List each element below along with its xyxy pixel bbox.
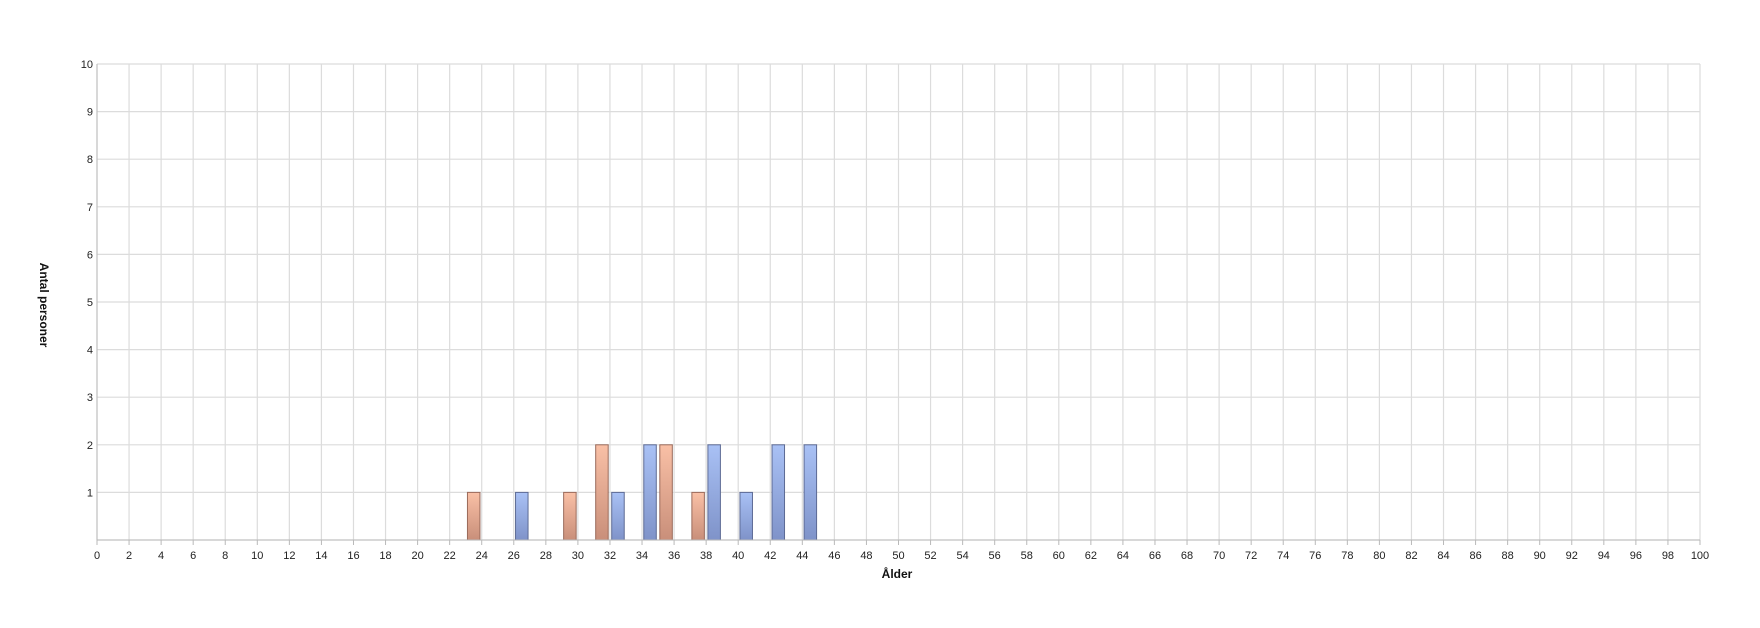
x-tick-label: 76 [1309,550,1321,562]
x-tick-label: 0 [94,550,100,562]
x-tick-label: 56 [989,550,1001,562]
bar-series-b [771,444,786,541]
x-tick-label: 24 [476,550,488,562]
x-tick-label: 38 [700,550,712,562]
y-tick-label: 1 [87,487,93,499]
x-tick-label: 28 [540,550,552,562]
y-tick-label: 7 [87,202,93,214]
x-tick-label: 58 [1021,550,1033,562]
x-tick-label: 8 [222,550,228,562]
x-tick-label: 94 [1598,550,1610,562]
bar-series-a [466,491,481,541]
x-tick-label: 78 [1341,550,1353,562]
grid-lines [96,63,1701,541]
x-tick-label: 62 [1085,550,1097,562]
x-axis-title: Ålder [882,566,913,581]
x-tick-label: 96 [1630,550,1642,562]
x-tick-label: 22 [444,550,456,562]
x-tick-label: 72 [1245,550,1257,562]
x-tick-label: 16 [347,550,359,562]
y-tick-label: 10 [81,59,93,71]
x-tick-label: 36 [668,550,680,562]
x-tick-label: 86 [1469,550,1481,562]
bar-series-a [563,491,577,541]
bar-series-b [803,444,818,541]
x-tick-label: 60 [1053,550,1065,562]
x-tick-label: 34 [636,550,648,562]
x-tick-label: 40 [732,550,744,562]
x-tick-label: 4 [158,550,164,562]
bar-series-b [707,444,721,541]
x-tick-label: 6 [190,550,196,562]
x-tick-label: 100 [1691,550,1709,562]
bars [466,444,818,541]
bar-series-b [611,491,625,541]
x-tick-label: 92 [1566,550,1578,562]
y-tick-label: 5 [87,297,93,309]
x-tick-label: 18 [379,550,391,562]
x-tick-label: 84 [1437,550,1449,562]
x-tick-label: 82 [1405,550,1417,562]
x-tick-label: 46 [828,550,840,562]
bar-series-b [739,491,753,541]
x-tick-label: 54 [956,550,968,562]
x-tick-label: 30 [572,550,584,562]
x-tick-label: 12 [283,550,295,562]
y-axis-title: Antal personer [37,263,51,348]
x-tick-label: 14 [315,550,327,562]
y-tick-label: 9 [87,107,93,119]
x-tick-label: 88 [1502,550,1514,562]
x-tick-label: 10 [251,550,263,562]
x-tick-label: 98 [1662,550,1674,562]
x-tick-label: 52 [924,550,936,562]
x-tick-label: 26 [508,550,520,562]
axes: 0 2 4 6 8 10 12 14 16 18 20 22 24 26 28 30 32 34 36 38 40 42 4… [81,59,1709,562]
x-tick-label: 20 [411,550,423,562]
y-tick-label: 6 [87,249,93,261]
x-tick-label: 44 [796,550,808,562]
x-tick-label: 42 [764,550,776,562]
x-tick-label: 68 [1181,550,1193,562]
x-tick-label: 2 [126,550,132,562]
x-tick-label: 74 [1277,550,1289,562]
y-tick-label: 3 [87,392,93,404]
bar-series-b [643,444,657,541]
bar-series-a [659,444,673,541]
y-tick-label: 4 [87,345,93,357]
bar-series-b [515,491,529,541]
x-tick-label: 48 [860,550,872,562]
x-tick-label: 90 [1534,550,1546,562]
x-tick-label: 70 [1213,550,1225,562]
bar-series-a [595,444,609,541]
x-tick-label: 66 [1149,550,1161,562]
x-tick-label: 80 [1373,550,1385,562]
x-tick-label: 50 [892,550,904,562]
bar-series-a [691,491,705,541]
y-tick-label: 2 [87,440,93,452]
y-tick-label: 8 [87,154,93,166]
x-tick-label: 64 [1117,550,1129,562]
x-tick-label: 32 [604,550,616,562]
